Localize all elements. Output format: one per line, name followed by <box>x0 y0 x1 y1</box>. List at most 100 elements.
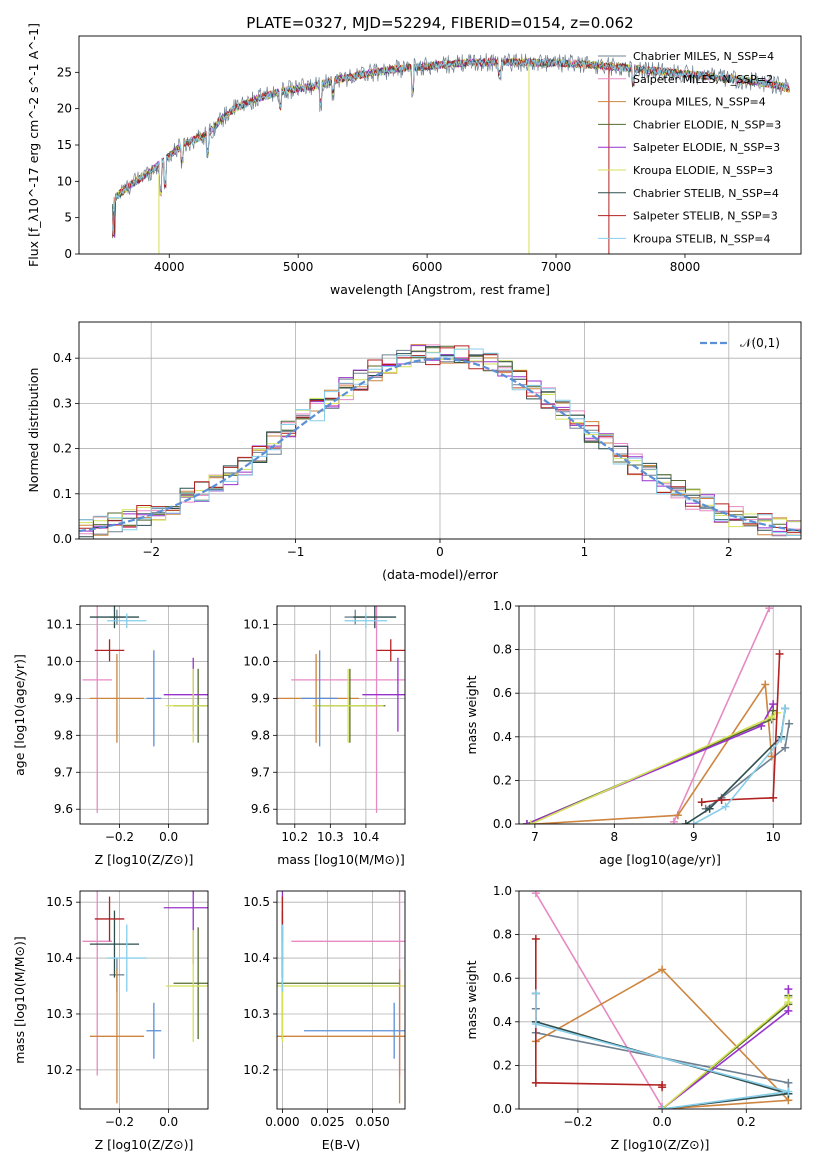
x-tick-label: −2 <box>142 545 160 559</box>
weight-marker <box>767 713 776 722</box>
age-vs-metallicity-panel: −0.2 0.0 9.6 9.7 9.8 9.9 10.0 10.1 Z [log10(Z/Z⊙… <box>12 605 209 867</box>
error-cross <box>89 654 144 743</box>
y-tick-label: 0.6 <box>493 686 512 700</box>
y-tick-label: 10.5 <box>243 895 270 909</box>
y-tick-label: 0.3 <box>53 396 72 410</box>
y-tick-label: 0.0 <box>53 532 72 546</box>
weight-marker <box>681 820 690 824</box>
y-tick-label: 10.1 <box>46 617 73 631</box>
y-tick-label: 10 <box>57 174 72 188</box>
y-tick-label: 9.7 <box>251 765 270 779</box>
axes-border <box>276 890 406 1110</box>
weight-marker <box>781 704 790 713</box>
weight-marker <box>531 1019 540 1028</box>
legend-label: Chabrier STELIB, N_SSP=4 <box>633 187 779 200</box>
x-tick-label: 7 <box>531 830 539 844</box>
weight-marker <box>689 820 698 824</box>
x-tick-label: −1 <box>287 545 305 559</box>
axes-frame: −2 −1 0 1 2 0.0 0.1 0.2 0.3 0.4 <box>53 321 802 559</box>
y-tick-label: 15 <box>57 138 72 152</box>
weight-marker <box>658 965 667 974</box>
y-tick-label: 9.8 <box>251 728 270 742</box>
legend-label: Salpeter ELODIE, N_SSP=3 <box>633 141 780 154</box>
weight-line <box>535 968 791 1109</box>
y-tick-label: 10.4 <box>46 951 73 965</box>
weight-marker <box>658 1105 667 1109</box>
plot-area <box>79 344 801 539</box>
y-tick-label: 0.0 <box>493 817 512 831</box>
y-tick-label: 9.6 <box>251 802 270 816</box>
x-tick-label: 0 <box>436 545 444 559</box>
y-tick-label: 9.9 <box>251 691 270 705</box>
y-tick-label: 5 <box>64 211 72 225</box>
axes-frame: 4000 5000 6000 7000 8000 0 5 10 15 20 25 <box>57 35 802 274</box>
error-cross <box>344 613 388 629</box>
legend: 𝒩(0,1) <box>700 336 780 350</box>
y-tick-label: 10.0 <box>243 654 270 668</box>
x-axis-label: Z [log10(Z/Z⊙)] <box>611 1137 710 1152</box>
x-tick-label: −0.2 <box>105 1115 134 1129</box>
x-tick-label: 7000 <box>541 260 572 274</box>
mass-vs-metallicity-panel: −0.2 0.0 10.2 10.3 10.4 10.5 Z [log10(Z/Z⊙)] ma… <box>12 890 209 1152</box>
legend-label: Chabrier ELODIE, N_SSP=3 <box>633 118 781 131</box>
plot-area <box>82 891 208 1104</box>
y-tick-label: 25 <box>57 65 72 79</box>
legend-label: Chabrier MILES, N_SSP=4 <box>633 50 774 63</box>
y-axis-label: mass weight <box>464 675 479 754</box>
x-tick-label: −0.2 <box>105 830 134 844</box>
weight-marker <box>769 793 778 802</box>
weight-marker <box>765 606 774 613</box>
y-tick-label: 10.4 <box>243 951 270 965</box>
x-tick-label: 0.0 <box>159 830 178 844</box>
y-tick-label: 0.1 <box>53 487 72 501</box>
axes-frame: −0.2 0.0 10.2 10.3 10.4 10.5 <box>46 890 209 1129</box>
x-tick-label: 8000 <box>670 260 701 274</box>
plot-area <box>277 891 405 1104</box>
y-tick-label: 10.2 <box>46 1063 73 1077</box>
weight-marker <box>784 993 793 1002</box>
y-tick-label: 0.8 <box>493 928 512 942</box>
y-axis-label: Normed distribution <box>26 368 41 493</box>
y-tick-label: 10.3 <box>46 1007 73 1021</box>
grid <box>277 606 405 824</box>
legend-label: Kroupa MILES, N_SSP=4 <box>633 96 766 109</box>
x-axis-label: wavelength [Angstrom, rest frame] <box>330 282 550 297</box>
weight-line <box>535 892 663 1108</box>
weight-marker <box>531 934 540 943</box>
mass-weight-vs-age-panel: 7 8 9 10 0.0 0.2 0.4 0.6 0.8 1.0 age [log10(age/yr… <box>464 599 802 867</box>
axes-frame: 10.2 10.3 10.4 9.6 9.7 9.8 9.9 10.0 10.1 <box>243 605 406 844</box>
y-tick-label: 10.0 <box>46 654 73 668</box>
error-cross <box>82 891 112 1076</box>
y-tick-label: 0.8 <box>493 643 512 657</box>
weight-marker <box>531 989 540 998</box>
weight-marker <box>658 1081 667 1090</box>
weight-marker <box>721 802 730 811</box>
x-tick-label: 10.2 <box>281 830 308 844</box>
spectrum-line <box>112 57 790 236</box>
weight-marker <box>784 1087 793 1096</box>
axes-frame: −0.2 0.0 9.6 9.7 9.8 9.9 10.0 10.1 <box>46 605 209 844</box>
axes-frame: −0.2 0.0 0.2 0.0 0.2 0.4 0.6 0.8 1.0 <box>493 884 802 1129</box>
plot-area <box>112 53 790 254</box>
axes-border <box>79 890 209 1110</box>
y-axis-label: age [log10(age/yr)] <box>12 654 27 776</box>
weight-marker <box>531 891 540 898</box>
x-axis-label: age [log10(age/yr)] <box>599 852 721 867</box>
histogram-step <box>79 348 801 539</box>
plot-area <box>82 606 208 813</box>
error-cross <box>277 969 405 1104</box>
axes-border <box>79 605 209 825</box>
residual-histogram-panel: −2 −1 0 1 2 0.0 0.1 0.2 0.3 0.4 (data-model)/error… <box>26 321 802 582</box>
x-tick-label: 0.0 <box>653 1115 672 1129</box>
y-tick-label: 0.2 <box>53 442 72 456</box>
legend-label: Kroupa STELIB, N_SSP=4 <box>633 232 771 245</box>
weight-marker <box>785 719 794 728</box>
x-tick-label: 10.3 <box>317 830 344 844</box>
x-tick-label: 2 <box>725 545 733 559</box>
weight-line <box>673 607 770 823</box>
error-cross <box>94 639 125 662</box>
x-axis-label: Z [log10(Z/Z⊙)] <box>95 1137 194 1152</box>
weight-marker <box>522 820 531 824</box>
x-tick-label: 10.4 <box>353 830 380 844</box>
weight-marker <box>777 734 786 743</box>
